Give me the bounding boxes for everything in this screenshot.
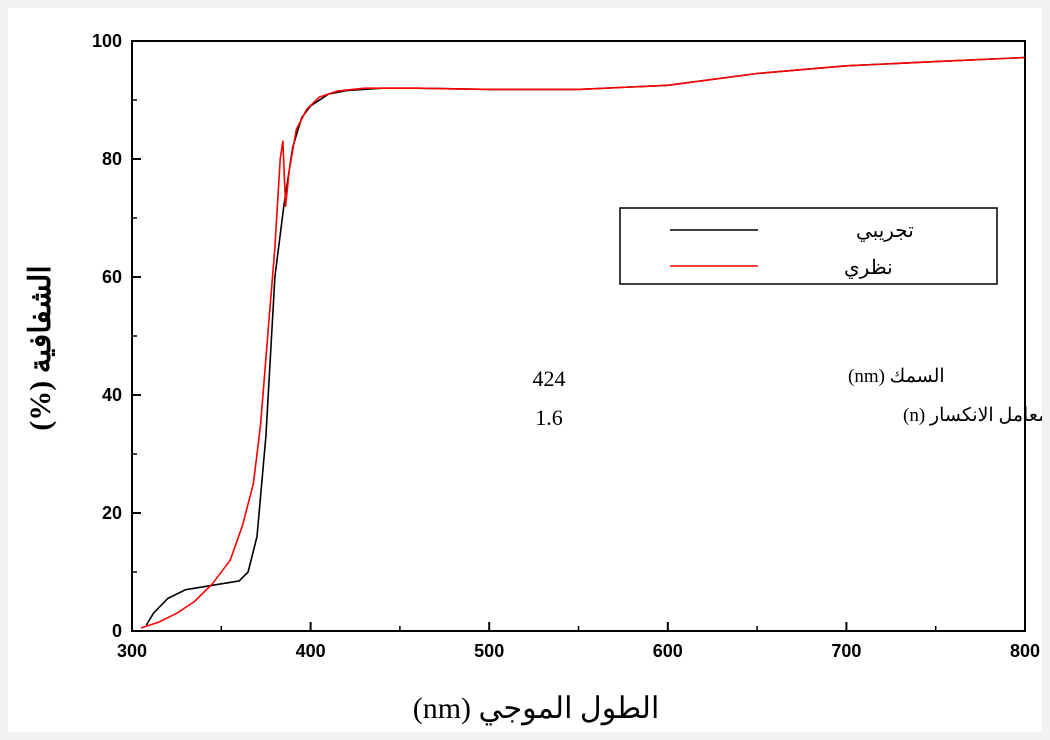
chart-frame: 300 400 500 600 700 800 0 20 40 60 80 100 تجريبي نظ…: [8, 8, 1042, 732]
parameters-block: 424 السمك (nm) 1.6 معامل الانكسار (n): [533, 366, 1043, 430]
y-tick-label: 0: [112, 621, 122, 641]
series-theoretical-line: [140, 56, 1026, 629]
y-axis-title: الشفافية (%): [24, 265, 57, 431]
x-tick-label: 300: [117, 641, 147, 661]
refractive-index-value: 1.6: [535, 405, 563, 430]
transmittance-chart: 300 400 500 600 700 800 0 20 40 60 80 100 تجريبي نظ…: [24, 31, 1043, 726]
y-tick-label: 40: [102, 385, 122, 405]
y-tick-label: 60: [102, 267, 122, 287]
legend-box: [619, 207, 998, 285]
thickness-value: 424: [533, 366, 566, 391]
ticks-layer: 300 400 500 600 700 800 0 20 40 60 80 100: [92, 31, 1040, 661]
series-layer: [140, 56, 1026, 629]
x-tick-label: 400: [296, 641, 326, 661]
y-tick-label: 20: [102, 503, 122, 523]
legend: تجريبي نظري: [619, 207, 998, 285]
thickness-label: السمك (nm): [848, 366, 945, 387]
y-tick-label: 100: [92, 31, 122, 51]
legend-label-experimental: تجريبي: [856, 220, 914, 242]
x-tick-label: 700: [831, 641, 861, 661]
plot-area: [131, 40, 1026, 632]
legend-label-theoretical: نظري: [844, 257, 893, 279]
x-tick-label: 800: [1010, 641, 1040, 661]
y-tick-label: 80: [102, 149, 122, 169]
refractive-index-label: معامل الانكسار (n): [903, 405, 1042, 426]
x-tick-label: 600: [653, 641, 683, 661]
x-tick-label: 500: [474, 641, 504, 661]
x-axis-title: الطول الموجي (nm): [413, 692, 660, 726]
